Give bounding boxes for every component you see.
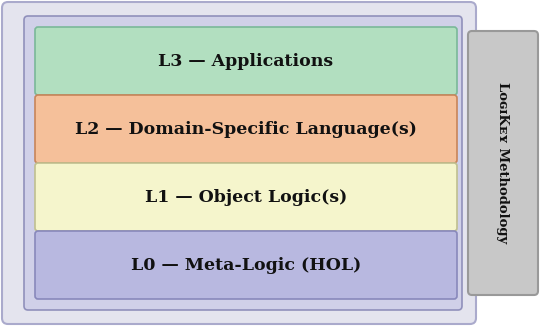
FancyBboxPatch shape — [468, 31, 538, 295]
FancyBboxPatch shape — [35, 231, 457, 299]
FancyBboxPatch shape — [24, 16, 462, 310]
FancyBboxPatch shape — [35, 95, 457, 163]
Text: LᴏɢɪKᴇʏ Methodology: LᴏɢɪKᴇʏ Methodology — [497, 82, 509, 244]
Text: L1 — Object Logic(s): L1 — Object Logic(s) — [145, 188, 347, 205]
FancyBboxPatch shape — [35, 163, 457, 231]
Text: L3 — Applications: L3 — Applications — [158, 52, 333, 69]
FancyBboxPatch shape — [2, 2, 476, 324]
FancyBboxPatch shape — [35, 27, 457, 95]
Text: L2 — Domain-Specific Language(s): L2 — Domain-Specific Language(s) — [75, 121, 417, 138]
Text: L0 — Meta-Logic (HOL): L0 — Meta-Logic (HOL) — [131, 257, 361, 274]
